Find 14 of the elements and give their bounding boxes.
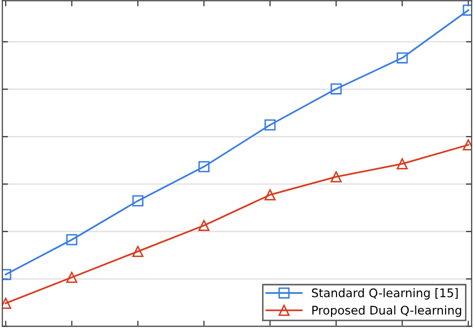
point <box>396 158 408 170</box>
point <box>198 161 210 172</box>
legend-label: Proposed Dual Q-learning <box>312 306 462 317</box>
legend-label: Standard Q-learning [15] <box>312 288 458 300</box>
point <box>132 246 144 257</box>
point <box>264 189 276 200</box>
point <box>396 52 408 64</box>
point <box>198 220 210 232</box>
point <box>132 195 144 206</box>
point <box>264 119 276 130</box>
point <box>330 171 342 182</box>
point <box>330 83 342 94</box>
point <box>66 272 78 283</box>
point <box>66 234 78 246</box>
